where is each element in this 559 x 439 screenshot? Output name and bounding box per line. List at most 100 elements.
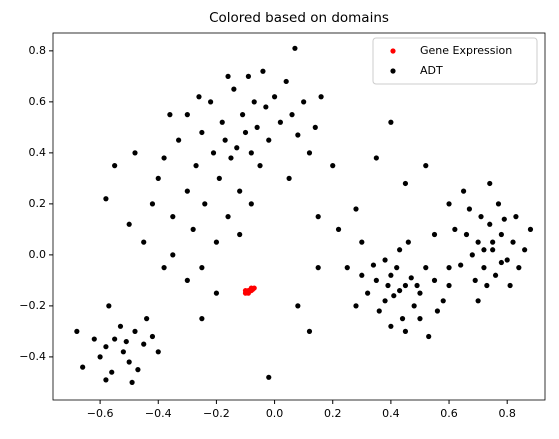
point [117, 323, 124, 329]
y-tick-label: 0.6 [29, 95, 47, 108]
point [498, 231, 504, 238]
point [417, 290, 423, 296]
point [295, 303, 301, 309]
x-tick-label: 0.8 [498, 407, 516, 420]
point [286, 175, 292, 181]
point [295, 132, 301, 138]
point [405, 239, 411, 245]
point [306, 328, 313, 334]
point [458, 262, 464, 268]
point [376, 308, 382, 314]
point [251, 99, 257, 105]
point [365, 290, 371, 296]
point [199, 129, 205, 136]
point [199, 316, 205, 322]
point [126, 359, 132, 365]
point [492, 272, 499, 278]
point [431, 231, 438, 238]
point [353, 206, 359, 212]
point [498, 259, 504, 266]
point [225, 73, 231, 79]
point [161, 265, 167, 271]
point [484, 282, 490, 289]
point [318, 94, 324, 100]
point [170, 252, 176, 258]
point [126, 221, 132, 227]
point [170, 214, 176, 220]
point [301, 99, 307, 105]
point [257, 163, 263, 169]
point [315, 214, 321, 220]
point [516, 265, 522, 271]
point [149, 201, 156, 207]
point [397, 247, 403, 253]
point [112, 163, 118, 169]
plot-frame [52, 32, 546, 401]
point [263, 104, 269, 110]
point [402, 180, 409, 187]
point [487, 180, 493, 187]
point [507, 282, 513, 289]
x-tick-label: 0.0 [266, 407, 284, 420]
point [446, 265, 452, 271]
point [141, 341, 147, 347]
y-tick-label: 0.8 [29, 44, 47, 57]
point [312, 124, 318, 130]
point [74, 328, 80, 334]
x-tick-label: 0.4 [382, 407, 400, 420]
point [382, 257, 388, 263]
point [132, 328, 138, 334]
point [408, 275, 414, 281]
y-tick-label: 0.4 [29, 146, 47, 159]
point [397, 287, 403, 294]
point [460, 188, 467, 194]
point [144, 316, 150, 322]
point [248, 201, 254, 207]
point [423, 163, 429, 169]
x-tick-label: 0.6 [440, 407, 458, 420]
point [103, 344, 109, 350]
legend-marker [390, 68, 396, 74]
point [234, 145, 240, 151]
point [388, 272, 394, 278]
point [330, 163, 336, 169]
point [292, 45, 298, 51]
point [155, 175, 161, 181]
point [161, 155, 167, 161]
point [129, 379, 135, 386]
y-tick-label: 0.0 [29, 248, 47, 261]
point [239, 112, 246, 118]
point [213, 290, 220, 296]
point [135, 367, 141, 373]
point [91, 336, 97, 342]
point [222, 137, 228, 143]
point [353, 303, 359, 309]
legend-label: Gene Expression [420, 44, 512, 57]
point [193, 163, 199, 169]
point [414, 282, 420, 289]
point [510, 239, 516, 245]
point [335, 226, 342, 232]
point [402, 328, 409, 334]
point [109, 369, 115, 375]
point [106, 303, 112, 309]
point [359, 272, 365, 278]
point [190, 226, 196, 232]
chart-title: Colored based on domains [209, 10, 389, 26]
point [370, 262, 377, 268]
point [501, 216, 507, 222]
point [306, 150, 313, 156]
point [411, 303, 417, 309]
point [184, 112, 190, 118]
point [184, 277, 190, 283]
point [210, 150, 217, 156]
point [219, 119, 225, 125]
point [80, 364, 86, 370]
point [452, 226, 458, 232]
point [237, 188, 243, 194]
point [391, 293, 397, 299]
point [289, 112, 295, 118]
x-tick-label: −0.4 [145, 407, 172, 420]
point [155, 349, 161, 355]
point [463, 231, 470, 238]
